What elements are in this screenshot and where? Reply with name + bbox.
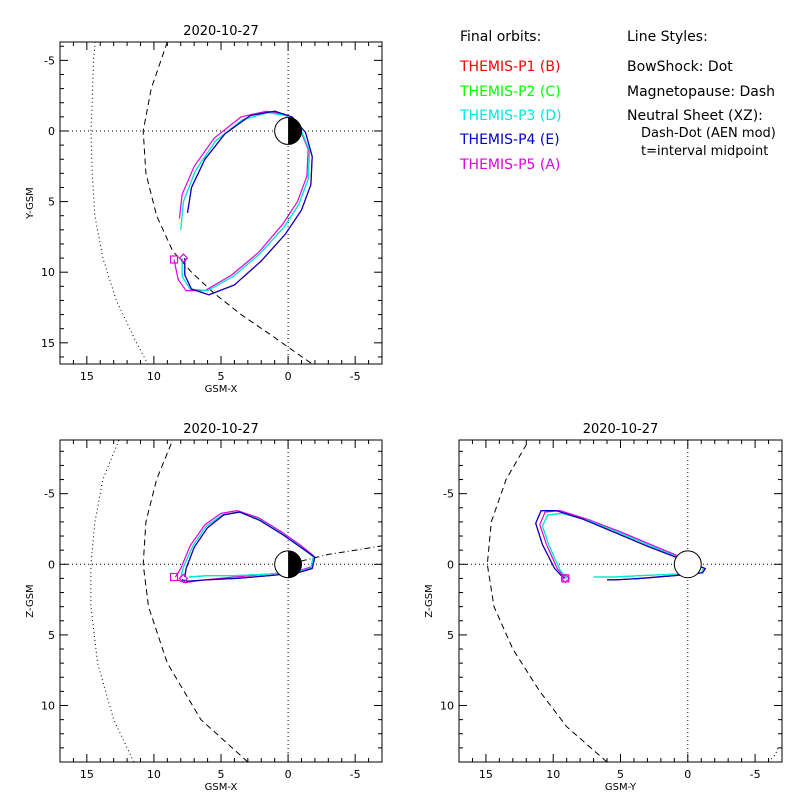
bowshock-line xyxy=(90,42,149,364)
line-styles-heading: Line Styles: xyxy=(627,29,708,45)
x-tick-label: -5 xyxy=(750,768,761,781)
plot-area xyxy=(60,440,382,762)
style-neutral-sheet-detail: Dash-Dot (AEN mod) xyxy=(641,126,776,141)
magnetopause-line xyxy=(486,440,608,762)
y-tick-label: -5 xyxy=(443,488,454,501)
y-tick-label: 15 xyxy=(41,337,55,350)
legend: Final orbits: THEMIS-P1 (B) THEMIS-P2 (C… xyxy=(459,29,776,173)
y-tick-label: 0 xyxy=(447,558,454,571)
y-tick-label: 5 xyxy=(48,196,55,209)
x-axis-label: GSM-X xyxy=(205,782,238,793)
y-tick-label: -5 xyxy=(44,54,55,67)
y-tick-label: 10 xyxy=(41,266,55,279)
final-orbits-heading: Final orbits: xyxy=(460,29,541,45)
bowshock-line xyxy=(768,747,779,762)
orbit-themis-p4-e xyxy=(181,511,316,582)
style-neutral-sheet: Neutral Sheet (XZ): xyxy=(627,108,763,124)
orbit-themis-p4-e xyxy=(535,510,706,581)
x-tick-label: 10 xyxy=(546,768,560,781)
plot-frame xyxy=(59,439,383,763)
start-square-marker xyxy=(169,572,179,582)
legend-probe-p1: THEMIS-P1 (B) xyxy=(459,59,560,75)
x-tick-label: -5 xyxy=(350,768,361,781)
y-tick-label: 10 xyxy=(41,700,55,713)
y-tick-label: 0 xyxy=(48,558,55,571)
magnetopause-line xyxy=(142,440,249,762)
x-axis-label: GSM-Y xyxy=(605,782,637,793)
style-magnetopause: Magnetopause: Dash xyxy=(627,84,775,100)
x-tick-label: 0 xyxy=(285,370,292,383)
x-tick-label: 10 xyxy=(147,768,161,781)
legend-probe-p4: THEMIS-P4 (E) xyxy=(459,132,560,148)
legend-probe-p2: THEMIS-P2 (C) xyxy=(459,84,561,100)
start-square-marker xyxy=(169,255,179,264)
neutral-sheet-line xyxy=(287,545,382,565)
x-axis-label: GSM-X xyxy=(205,384,238,395)
orbit-themis-p3-d xyxy=(541,512,705,579)
end-diamond-marker xyxy=(560,573,571,584)
y-tick-label: 0 xyxy=(48,125,55,138)
x-tick-label: 5 xyxy=(218,768,225,781)
legend-probe-p3: THEMIS-P3 (D) xyxy=(459,108,562,124)
panel-title: 2020-10-27 xyxy=(583,422,659,437)
plot-frame xyxy=(458,439,783,763)
plot-area xyxy=(60,42,382,364)
y-tick-label: 10 xyxy=(440,700,454,713)
orbit-themis-p4-e xyxy=(184,110,313,296)
y-axis-label: Y-GSM xyxy=(25,187,36,220)
panel-title: 2020-10-27 xyxy=(183,422,259,437)
earth-icon xyxy=(274,117,303,145)
y-axis-label: Z-GSM xyxy=(424,584,435,617)
magnetopause-line xyxy=(142,42,313,364)
x-tick-label: 15 xyxy=(479,768,493,781)
y-tick-label: -5 xyxy=(44,488,55,501)
end-diamond-marker xyxy=(178,253,189,263)
bowshock-line xyxy=(90,440,135,762)
y-tick-label: 5 xyxy=(447,629,454,642)
y-axis-label: Z-GSM xyxy=(25,584,36,617)
panel-3: 2020-10-27 15 10 5 0 -5 -5 0 5 10 GSM-Y Z-GSM xyxy=(424,422,783,793)
x-tick-label: 5 xyxy=(617,768,624,781)
x-tick-label: 0 xyxy=(684,768,691,781)
x-tick-label: 15 xyxy=(80,370,94,383)
panel-2: 2020-10-27 15 10 5 0 -5 -5 0 5 10 GSM-X Z-GSM xyxy=(25,422,383,793)
x-tick-label: 5 xyxy=(218,370,225,383)
earth-icon xyxy=(274,550,303,579)
orbit-themis-p5-a xyxy=(174,510,315,584)
x-tick-label: -5 xyxy=(350,370,361,383)
panel-title: 2020-10-27 xyxy=(183,24,259,39)
style-bowshock: BowShock: Dot xyxy=(627,59,733,75)
legend-probe-p5: THEMIS-P5 (A) xyxy=(459,157,560,173)
x-tick-label: 0 xyxy=(285,768,292,781)
panel-1: 2020-10-27 15 10 5 0 -5 -5 0 5 10 15 GSM-X Y-GSM xyxy=(25,24,383,395)
x-tick-label: 10 xyxy=(147,370,161,383)
x-tick-label: 15 xyxy=(80,768,94,781)
y-tick-label: 5 xyxy=(48,629,55,642)
style-interval-note: t=interval midpoint xyxy=(641,144,768,159)
end-diamond-marker xyxy=(178,573,189,584)
earth-icon xyxy=(673,550,702,579)
orbit-themis-p3-d xyxy=(180,111,311,292)
plot-area xyxy=(459,440,782,762)
plot-frame xyxy=(59,41,383,365)
